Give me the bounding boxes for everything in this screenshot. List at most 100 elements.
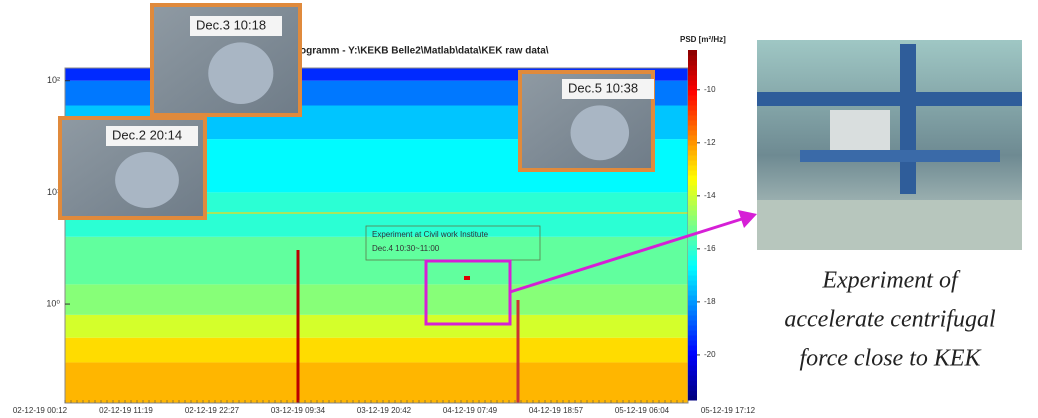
colorbar-step (688, 175, 697, 181)
colorbar-step (688, 320, 697, 326)
psd-band (65, 337, 688, 363)
colorbar-step (688, 355, 697, 361)
colorbar-step (688, 210, 697, 216)
colorbar-step (688, 230, 697, 236)
colorbar-step (688, 130, 697, 136)
colorbar-step (688, 75, 697, 81)
colorbar-step (688, 95, 697, 101)
colorbar-step (688, 220, 697, 226)
colorbar-step (688, 395, 697, 401)
colorbar-step (688, 365, 697, 371)
arrow-head (738, 210, 757, 228)
chart-title: ogramm - Y:\KEKB Belle2\Matlab\data\KEK … (300, 46, 549, 57)
y-tick-label: 10¹ (47, 187, 60, 197)
colorbar-step (688, 350, 697, 356)
colorbar-step (688, 380, 697, 386)
colorbar-step (688, 180, 697, 186)
colorbar-step (688, 165, 697, 171)
colorbar-label: PSD [m²/Hz] (680, 35, 726, 44)
colorbar-step (688, 340, 697, 346)
map-label: Dec.2 20:14 (112, 127, 182, 142)
colorbar-step (688, 390, 697, 396)
colorbar-tick-label: -18 (704, 297, 716, 306)
map-label-bg (562, 79, 654, 99)
caption-line: Experiment of (821, 268, 961, 294)
y-tick-label: 10² (47, 75, 60, 85)
map-land (115, 152, 179, 208)
colorbar-step (688, 325, 697, 331)
colorbar-step (688, 55, 697, 61)
x-tick-label: 04-12-19 18:57 (529, 406, 584, 415)
colorbar-step (688, 125, 697, 131)
map-land (570, 105, 630, 161)
hot-spot (464, 276, 470, 280)
colorbar-step (688, 370, 697, 376)
colorbar-step (688, 185, 697, 191)
photo-machine (830, 110, 890, 150)
colorbar-step (688, 150, 697, 156)
colorbar-tick-label: -20 (704, 350, 716, 359)
colorbar-step (688, 385, 697, 391)
colorbar-step (688, 70, 697, 76)
colorbar-step (688, 145, 697, 151)
annotation-line: Experiment at Civil work Institute (372, 230, 489, 239)
psd-band (65, 284, 688, 315)
colorbar-step (688, 160, 697, 166)
colorbar-step (688, 305, 697, 311)
caption-line: accelerate centrifugal (784, 307, 996, 333)
annotation-line: Dec.4 10:30~11:00 (372, 244, 440, 253)
map-label-bg (190, 16, 282, 36)
map-label-bg (106, 126, 198, 146)
colorbar-step (688, 170, 697, 176)
colorbar-step (688, 360, 697, 366)
psd-band (65, 236, 688, 285)
x-tick-label: 04-12-19 07:49 (443, 406, 498, 415)
colorbar-step (688, 80, 697, 86)
colorbar-step (688, 140, 697, 146)
colorbar-step (688, 60, 697, 66)
photo-floor (757, 200, 1022, 250)
colorbar-step (688, 235, 697, 241)
map-label: Dec.5 10:38 (568, 80, 638, 95)
colorbar-step (688, 105, 697, 111)
colorbar-step (688, 200, 697, 206)
colorbar-step (688, 330, 697, 336)
colorbar-step (688, 115, 697, 121)
colorbar-step (688, 135, 697, 141)
colorbar-tick-label: -10 (704, 85, 716, 94)
map-land (208, 42, 274, 104)
colorbar-step (688, 245, 697, 251)
psd-band (65, 362, 688, 403)
colorbar-step (688, 205, 697, 211)
colorbar-step (688, 110, 697, 116)
colorbar-tick-label: -14 (704, 191, 716, 200)
colorbar-step (688, 85, 697, 91)
x-tick-label: 03-12-19 20:42 (357, 406, 412, 415)
colorbar-step (688, 300, 697, 306)
colorbar-step (688, 195, 697, 201)
x-tick-label: 02-12-19 00:12 (13, 406, 68, 415)
photo-frame-beam (900, 44, 916, 194)
colorbar-step (688, 255, 697, 261)
colorbar-step (688, 225, 697, 231)
colorbar-tick-label: -12 (704, 138, 716, 147)
colorbar-step (688, 250, 697, 256)
colorbar-step (688, 295, 697, 301)
colorbar-step (688, 65, 697, 71)
colorbar-step (688, 120, 697, 126)
colorbar-step (688, 345, 697, 351)
psd-band (65, 314, 688, 338)
arrow-shaft (509, 216, 746, 294)
colorbar-step (688, 375, 697, 381)
colorbar-step (688, 50, 697, 56)
photo-frame-beam (757, 92, 1022, 106)
x-tick-label: 05-12-19 17:12 (701, 406, 756, 415)
x-tick-label: 02-12-19 11:19 (99, 406, 153, 415)
colorbar-step (688, 335, 697, 341)
colorbar-step (688, 290, 697, 296)
highlight-box (424, 259, 512, 326)
colorbar-step (688, 190, 697, 196)
colorbar-step (688, 285, 697, 291)
colorbar-tick-label: -16 (704, 244, 716, 253)
